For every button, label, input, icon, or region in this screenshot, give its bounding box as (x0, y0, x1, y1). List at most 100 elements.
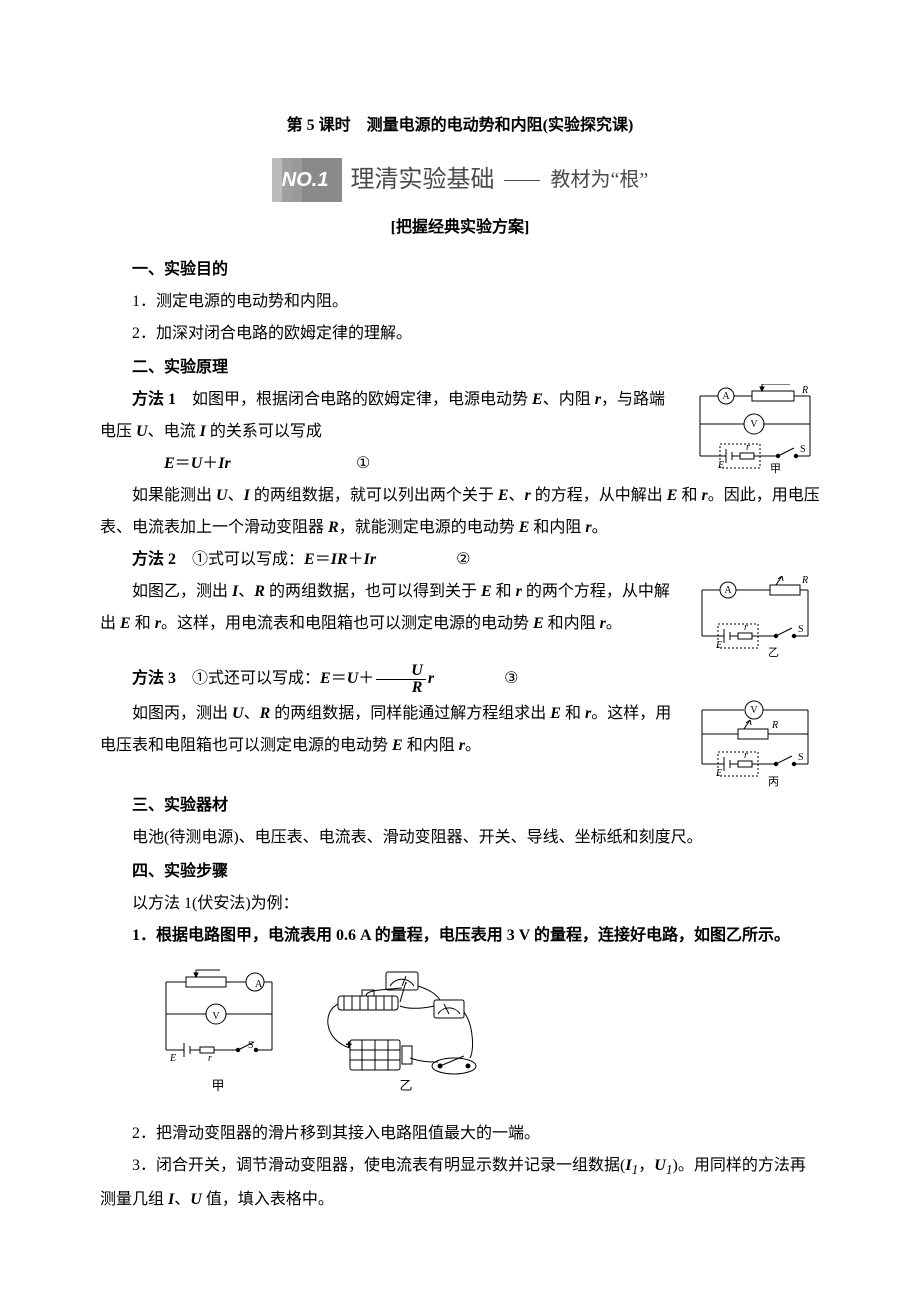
s3-U: U (190, 1191, 202, 1208)
svg-text:R: R (801, 576, 808, 586)
m2c1: 如图乙，测出 (132, 583, 232, 600)
s1-v2: 3 V (507, 927, 530, 944)
sec4-step1: 1．根据电路图甲，电流表用 0.6 A 的量程，电压表用 3 V 的量程，连接好… (100, 920, 820, 952)
svg-text:甲: 甲 (211, 1078, 224, 1093)
svg-text:r: r (208, 1053, 212, 1064)
circuit-diagram-bing: V R E r S 丙 (690, 698, 820, 788)
m3c-U: U (232, 705, 244, 722)
m1-t5: 的关系可以写成 (206, 423, 322, 440)
step-figures: A V E r S 甲 (100, 962, 820, 1112)
eq1-eq: ＝ (175, 455, 191, 472)
svg-text:R: R (771, 720, 778, 731)
method2-para: 如图乙，测出 I、R 的两组数据，也可以得到关于 E 和 r 的两个方程，从中解… (100, 576, 680, 640)
method1-label: 方法 1 (132, 391, 176, 408)
m3c1: 如图丙，测出 (132, 705, 232, 722)
banner-dash (504, 180, 540, 181)
method1-row: 方法 1 如图甲，根据闭合电路的欧姆定律，电源电动势 E、内阻 r，与路端电压 … (100, 384, 820, 480)
svg-text:乙: 乙 (768, 646, 779, 659)
sec3-p: 电池(待测电源)、电压表、电流表、滑动变阻器、开关、导线、坐标纸和刻度尺。 (100, 822, 820, 854)
svg-text:E: E (715, 640, 722, 651)
s3-U1sub: 1 (666, 1163, 673, 1178)
m1g2: 、 (228, 487, 244, 504)
svg-text:V: V (750, 419, 758, 430)
m1-t2: 、内阻 (543, 391, 595, 408)
m3c-R: R (260, 705, 271, 722)
svg-text:A: A (722, 391, 730, 402)
method1-text: 方法 1 如图甲，根据闭合电路的欧姆定律，电源电动势 E、内阻 r，与路端电压 … (100, 384, 680, 448)
m1g9: 和内阻 (529, 519, 585, 536)
sec1-p2: 2．加深对闭合电路的欧姆定律的理解。 (100, 318, 820, 350)
m3c4: 和 (561, 705, 585, 722)
m2-eq: ＝ (315, 551, 331, 568)
banner-no-badge: NO.1 (272, 158, 343, 202)
svg-text:A: A (724, 585, 732, 596)
m1g-E3: E (519, 519, 530, 536)
m2c2: 、 (238, 583, 254, 600)
sec1-p1: 1．测定电源的电动势和内阻。 (100, 286, 820, 318)
m2c3: 的两组数据，也可以得到关于 (265, 583, 481, 600)
svg-text:R: R (801, 385, 808, 396)
s3e: 值，填入表格中。 (202, 1191, 334, 1208)
m2-num: ② (456, 551, 470, 568)
s1a: 1．根据电路图甲，电流表用 (132, 927, 336, 944)
svg-text:S: S (798, 624, 804, 635)
svg-text:甲: 甲 (770, 463, 781, 474)
heading-1: 一、实验目的 (100, 254, 820, 286)
svg-text:+: + (346, 1040, 352, 1051)
heading-4: 四、实验步骤 (100, 856, 820, 888)
eq1-plus: ＋ (202, 455, 218, 472)
s1c: 的量程，连接好电路，如图乙所示。 (530, 927, 790, 944)
page-title: 第 5 课时 测量电源的电动势和内阻(实验探究课) (100, 110, 820, 142)
eq1-E: E (164, 455, 175, 472)
m3-eq: ＝ (331, 670, 347, 687)
m3c7: 。 (465, 737, 481, 754)
m2c9: 。 (606, 615, 622, 632)
s3b: ， (638, 1157, 654, 1174)
m1g5: 的方程，从中解出 (531, 487, 667, 504)
sec4-step3: 3．闭合开关，调节滑动变阻器，使电流表有明显示数并记录一组数据(I1，U1)。用… (100, 1150, 820, 1216)
svg-text:E: E (717, 460, 724, 471)
svg-text:S: S (800, 444, 806, 455)
fraction-U-over-R: UR (376, 663, 426, 696)
m1g4: 、 (509, 487, 525, 504)
m1g10: 。 (592, 519, 608, 536)
method2-line: 方法 2 ①式可以写成：E＝IR＋Ir② (100, 544, 820, 576)
sec4-step2: 2．把滑动变阻器的滑片移到其接入电路阻值最大的一端。 (100, 1118, 820, 1150)
method2-label: 方法 2 (132, 551, 176, 568)
svg-text:S: S (248, 1040, 254, 1051)
m1g1: 如果能测出 (132, 487, 216, 504)
svg-text:E: E (715, 768, 722, 779)
eq1: E＝U＋Ir ① (100, 448, 680, 480)
circuit-diagram-jia: A V R E r S 甲 (690, 384, 820, 474)
m3c3: 的两组数据，同样能通过解方程组求出 (270, 705, 550, 722)
eq1-r: r (225, 455, 231, 472)
m1g-U: U (216, 487, 228, 504)
s3-U1: U (654, 1157, 666, 1174)
s1-v1: 0.6 A (336, 927, 371, 944)
method3-label: 方法 3 (132, 670, 176, 687)
s3d: 、 (174, 1191, 190, 1208)
heading-2: 二、实验原理 (100, 352, 820, 384)
m2-R: R (337, 551, 348, 568)
m2c-E3: E (533, 615, 544, 632)
m3-r: r (428, 670, 434, 687)
method3-para: 如图丙，测出 U、R 的两组数据，同样能通过解方程组求出 E 和 r。这样，用电… (100, 698, 680, 762)
circuit-diagram-yi: A R E r S 乙 (690, 576, 820, 660)
m3c2: 、 (244, 705, 260, 722)
m2c7: 。这样，用电流表和电阻箱也可以测定电源的电动势 (161, 615, 533, 632)
m2c-E: E (481, 583, 492, 600)
m2-E: E (304, 551, 315, 568)
m3b: ①式还可以写成： (176, 670, 320, 687)
banner-main-text: 理清实验基础 (350, 156, 494, 204)
m3c6: 和内阻 (403, 737, 459, 754)
svg-text:S: S (798, 752, 804, 763)
m1g6: 和 (677, 487, 701, 504)
sym-E: E (532, 391, 543, 408)
svg-text:V: V (212, 1011, 220, 1022)
m1-t4: 、电流 (148, 423, 200, 440)
m2c6: 和 (131, 615, 155, 632)
m2c-R: R (254, 583, 265, 600)
method2-row: 如图乙，测出 I、R 的两组数据，也可以得到关于 E 和 r 的两个方程，从中解… (100, 576, 820, 660)
svg-text:E: E (169, 1053, 176, 1064)
svg-text:r: r (746, 442, 750, 453)
